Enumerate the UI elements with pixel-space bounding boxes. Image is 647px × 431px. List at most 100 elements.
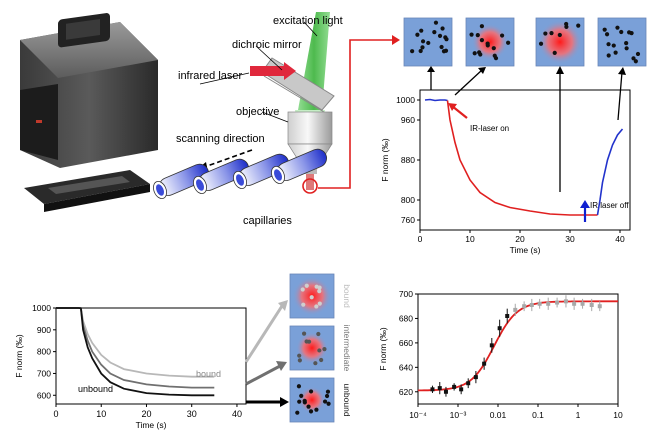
molecule-dot <box>552 50 557 55</box>
plot-frame <box>417 293 619 405</box>
x-tick-label: 10⁻³ <box>450 410 467 420</box>
y-tick-label: 1000 <box>396 95 415 105</box>
molecule-dot <box>633 59 638 64</box>
ir-on-arrowhead <box>448 103 457 111</box>
molecule-dot <box>440 26 445 31</box>
y-tick-label: 700 <box>399 289 413 299</box>
molecule-dot <box>619 29 624 35</box>
molecule-dot <box>306 404 311 409</box>
y-tick-label: 760 <box>401 215 415 225</box>
molecule-dot <box>432 30 437 35</box>
arrowhead-intermediate <box>276 361 287 371</box>
series-line-blue <box>596 128 624 216</box>
molecule-dot <box>606 42 611 47</box>
y-axis-label: F norm (‰) <box>380 138 390 182</box>
capillary-tube <box>193 158 249 195</box>
molecule-dot <box>301 302 306 307</box>
molecule-dot <box>479 24 485 29</box>
scanning-direction-label: scanning direction <box>176 133 265 145</box>
arrowhead-bound <box>278 300 288 311</box>
molecule-dot <box>604 32 610 37</box>
molecule-dot <box>317 301 322 306</box>
x-tick-label: 10⁻⁴ <box>409 410 427 420</box>
infrared-laser-label: infrared laser <box>178 70 243 82</box>
instrument-illustration <box>20 13 158 168</box>
molecule-dot <box>300 287 305 292</box>
data-point <box>580 301 585 306</box>
molecule-dot <box>506 40 511 45</box>
chart-mst-trace: 0 10 20 30 40 1000 960 880 800 760 Time (s) F norm … <box>380 66 631 255</box>
zoom-connector <box>318 39 392 189</box>
molecule-dot <box>317 288 322 294</box>
capillary-lumen <box>274 169 282 181</box>
data-point <box>443 389 448 394</box>
molecule-dot <box>297 399 302 404</box>
inset-recovery <box>597 17 647 67</box>
data-point <box>489 343 494 348</box>
molecule-dot <box>441 49 447 54</box>
inset-arrow <box>454 69 483 96</box>
molecule-dot <box>564 21 569 27</box>
objective-lens <box>287 111 333 145</box>
data-point <box>522 304 527 309</box>
x-tick-label: 20 <box>141 409 151 419</box>
inset-arrowhead <box>478 67 486 74</box>
molecule-dot <box>420 39 426 44</box>
annotation-ir-laser-on: IR-laser on <box>470 124 509 133</box>
x-tick-label: 10 <box>465 234 475 244</box>
molecule-dot <box>314 284 319 289</box>
molecule-dot <box>316 331 321 337</box>
series-line-blue <box>424 98 448 102</box>
data-point <box>537 301 542 306</box>
molecule-dot <box>469 32 474 37</box>
molecule-dot <box>499 33 505 38</box>
molecule-dot <box>433 20 439 25</box>
molecule-dot <box>613 50 618 55</box>
capillary-lumen <box>196 179 204 191</box>
molecule-dot <box>304 339 309 344</box>
temperature-glow <box>537 19 583 65</box>
inset-heating <box>465 17 515 67</box>
molecule-dot <box>606 53 611 58</box>
dichroic-mirror-label: dichroic mirror <box>232 39 302 51</box>
data-point <box>555 300 560 305</box>
y-tick-label: 680 <box>399 313 413 323</box>
x-tick-label: 0.01 <box>490 410 507 420</box>
x-tick-label: 1 <box>576 410 581 420</box>
x-axis-label: Time (s) <box>510 245 541 255</box>
molecule-dot <box>419 28 424 33</box>
data-point <box>529 303 534 307</box>
capillary-tube <box>233 153 289 190</box>
inset-intermediate <box>289 325 335 371</box>
molecule-dot <box>309 295 314 300</box>
molecule-dot <box>317 348 322 353</box>
inset-arrowhead <box>427 66 435 72</box>
side-insets: bound intermediate unbound <box>289 273 352 423</box>
arrow-intermediate <box>245 364 281 386</box>
molecule-dot <box>472 51 477 56</box>
infrared-laser-beam <box>250 66 284 76</box>
molecule-dot <box>297 358 302 363</box>
molecule-dot <box>439 44 444 50</box>
molecule-dot <box>296 384 302 389</box>
molecule-dot <box>631 56 636 61</box>
molecule-dot <box>418 48 423 54</box>
excitation-light-label: excitation light <box>273 15 343 27</box>
measurement-spot <box>302 178 318 194</box>
molecule-dot <box>624 46 629 51</box>
inset-arrowhead <box>618 67 626 75</box>
data-point <box>505 314 510 318</box>
molecule-dot <box>314 304 319 309</box>
data-point <box>572 301 577 306</box>
data-point <box>513 307 518 312</box>
fit-curve <box>418 300 618 392</box>
annotation-ir-laser-off: IR laser off <box>590 201 629 210</box>
molecule-dot <box>326 401 331 406</box>
molecule-dot <box>426 40 431 46</box>
molecule-dot <box>322 346 327 352</box>
x-tick-label: 0 <box>53 409 58 419</box>
x-axis-label: Time (s) <box>136 420 167 430</box>
data-point <box>466 381 471 386</box>
molecule-dot <box>295 410 300 415</box>
